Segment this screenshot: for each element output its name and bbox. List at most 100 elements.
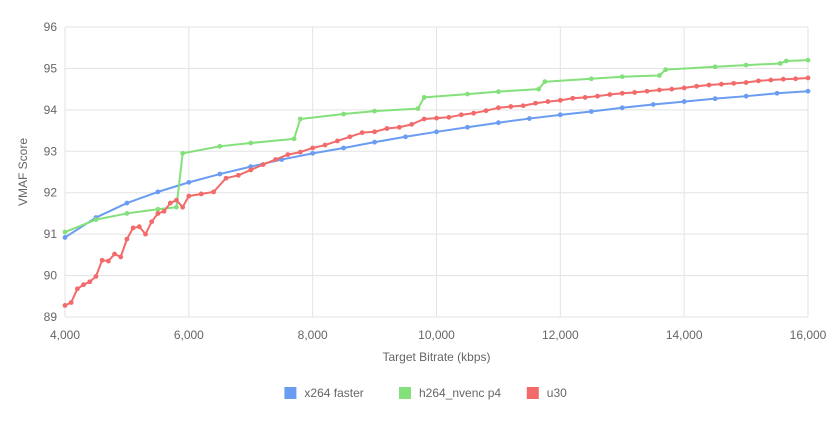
data-point: [322, 142, 328, 148]
data-point: [619, 105, 625, 111]
y-tick-label: 91: [44, 227, 58, 241]
data-point: [217, 143, 223, 149]
legend-label: x264 faster: [304, 386, 363, 400]
data-point: [731, 80, 737, 86]
data-point: [403, 134, 408, 140]
data-point: [372, 139, 377, 145]
data-point: [124, 236, 130, 242]
x-tick-label: 12,000: [542, 328, 579, 342]
data-point: [582, 95, 588, 100]
data-point: [112, 251, 117, 257]
data-point: [291, 136, 297, 142]
data-point: [211, 189, 217, 195]
data-point: [434, 129, 439, 135]
legend: x264 faster h264_nvenc p4 u30: [284, 386, 567, 400]
data-point: [93, 274, 99, 279]
data-point: [434, 115, 439, 121]
data-point: [310, 145, 316, 151]
data-point: [465, 124, 470, 130]
data-point: [248, 167, 254, 173]
data-point: [155, 189, 161, 195]
data-point: [124, 200, 130, 206]
data-point: [273, 157, 278, 162]
y-tick-label: 93: [44, 144, 58, 158]
data-point: [347, 134, 353, 140]
legend-swatch: [526, 387, 539, 399]
data-point: [458, 112, 464, 118]
data-point: [570, 95, 576, 101]
data-point: [718, 81, 724, 87]
legend-item[interactable]: x264 faster: [284, 386, 364, 400]
grid: [64, 26, 809, 318]
x-axis-title: Target Bitrate (kbps): [382, 350, 490, 364]
data-point: [372, 108, 377, 114]
data-point: [260, 162, 266, 167]
legend-item[interactable]: u30: [526, 386, 567, 400]
data-point: [805, 75, 811, 81]
x-tick-label: 16,000: [790, 328, 827, 342]
data-point: [756, 78, 761, 84]
data-point: [161, 208, 167, 214]
plot-area: [62, 57, 811, 308]
data-point: [508, 104, 514, 109]
data-point: [180, 150, 186, 156]
legend-item[interactable]: h264_nvenc p4: [399, 386, 501, 400]
y-tick-label: 92: [44, 186, 58, 200]
data-point: [174, 197, 179, 203]
y-tick-label: 95: [44, 61, 58, 75]
data-point: [421, 95, 427, 100]
series-2: [62, 75, 811, 308]
data-point: [663, 67, 668, 73]
data-point: [446, 114, 452, 120]
data-point: [743, 62, 749, 68]
data-point: [198, 191, 204, 197]
data-point: [632, 90, 638, 95]
data-point: [174, 204, 179, 210]
data-point: [805, 88, 811, 94]
data-point: [706, 82, 712, 88]
data-point: [533, 100, 538, 106]
data-point: [384, 126, 390, 131]
y-tick-label: 90: [44, 269, 58, 283]
data-point: [619, 90, 625, 96]
data-point: [496, 105, 501, 111]
data-point: [105, 258, 111, 264]
data-point: [297, 149, 303, 155]
data-point: [777, 61, 783, 66]
data-point: [341, 111, 347, 117]
data-point: [607, 92, 613, 97]
x-tick-label: 14,000: [666, 328, 703, 342]
data-point: [297, 116, 303, 122]
data-point: [62, 229, 68, 235]
series-0: [62, 88, 811, 240]
data-point: [588, 76, 594, 82]
data-point: [62, 235, 68, 240]
data-point: [471, 110, 477, 116]
x-tick-label: 8,000: [298, 328, 328, 342]
data-point: [536, 86, 542, 92]
data-point: [768, 77, 774, 83]
data-point: [186, 179, 192, 185]
data-point: [235, 172, 241, 178]
data-point: [136, 224, 142, 230]
data-point: [285, 152, 291, 158]
data-point: [669, 86, 675, 92]
y-tick-label: 94: [44, 103, 58, 117]
x-tick-label: 6,000: [174, 328, 204, 342]
data-point: [520, 103, 526, 109]
data-point: [167, 200, 173, 206]
data-point: [155, 211, 161, 216]
data-point: [496, 120, 501, 126]
data-point: [650, 102, 656, 107]
data-point: [780, 76, 786, 82]
data-point: [93, 217, 99, 223]
legend-swatch: [284, 387, 297, 399]
x-tick-label: 4,000: [50, 328, 80, 342]
data-point: [644, 88, 650, 94]
data-point: [248, 140, 254, 146]
data-point: [335, 138, 340, 144]
data-point: [130, 225, 136, 231]
data-point: [81, 282, 86, 288]
data-point: [743, 93, 749, 99]
